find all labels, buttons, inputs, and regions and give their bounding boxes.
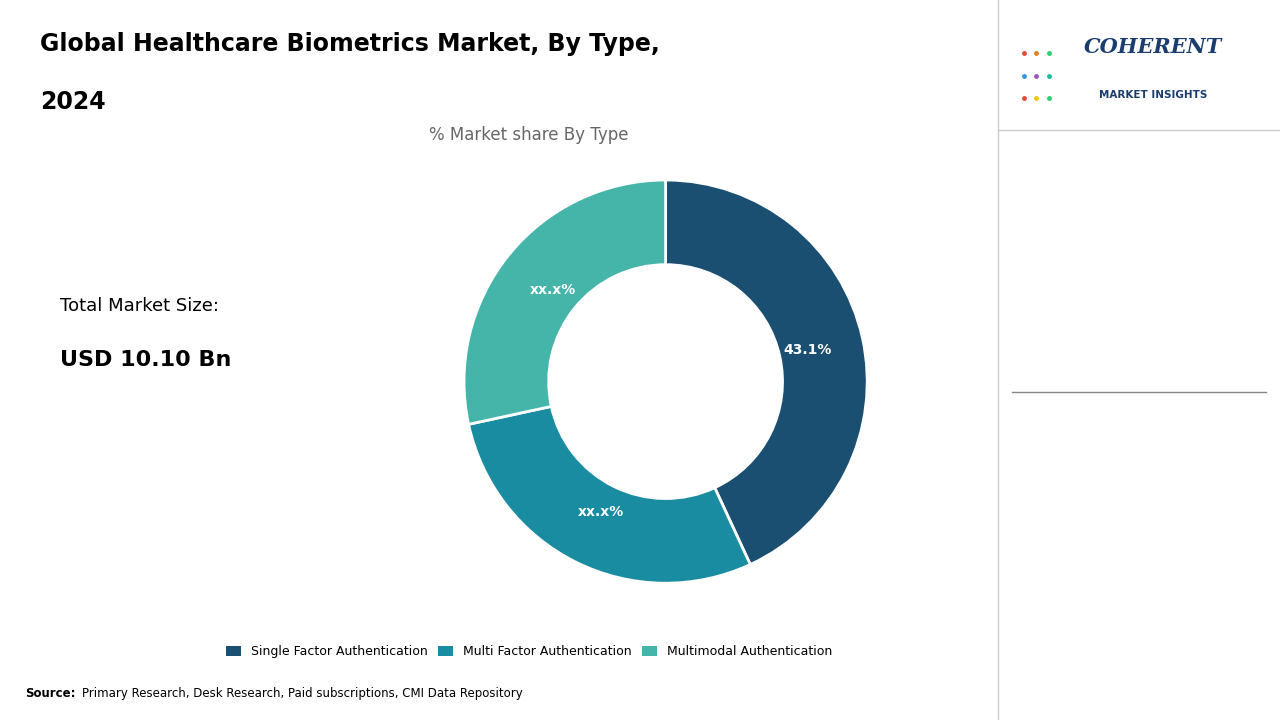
Text: Total Market Size:: Total Market Size: [60, 297, 219, 315]
Text: Biometrics: Biometrics [1021, 541, 1147, 566]
Text: Authentication: Authentication [1021, 258, 1125, 271]
Text: Single Factor: Single Factor [1021, 225, 1112, 238]
Text: Primary Research, Desk Research, Paid subscriptions, CMI Data Repository: Primary Research, Desk Research, Paid su… [82, 687, 522, 700]
Text: Global: Global [1021, 423, 1096, 448]
Text: % Market share By Type: % Market share By Type [429, 126, 628, 144]
Legend: Single Factor Authentication, Multi Factor Authentication, Multimodal Authentica: Single Factor Authentication, Multi Fact… [221, 640, 837, 663]
Text: Global Healthcare Biometrics Market, By Type,: Global Healthcare Biometrics Market, By … [40, 32, 659, 56]
Text: xx.x%: xx.x% [530, 284, 576, 297]
Text: 2024: 2024 [40, 90, 105, 114]
Text: xx.x%: xx.x% [577, 505, 625, 518]
Wedge shape [465, 180, 666, 424]
Text: COHERENT: COHERENT [1084, 37, 1222, 57]
Text: MARKET INSIGHTS: MARKET INSIGHTS [1100, 90, 1207, 100]
Wedge shape [666, 180, 867, 564]
FancyBboxPatch shape [998, 0, 1280, 130]
Text: 43.1%: 43.1% [1021, 165, 1156, 202]
Text: 43.1%: 43.1% [783, 343, 832, 357]
Text: Market: Market [1021, 600, 1102, 625]
Wedge shape [468, 406, 750, 583]
Text: Type -: Type - [1021, 292, 1062, 305]
Text: USD 10.10 Bn: USD 10.10 Bn [60, 350, 232, 370]
Text: Revenue Share, 2024: Revenue Share, 2024 [1021, 358, 1156, 371]
Text: Healthcare: Healthcare [1021, 482, 1149, 507]
Text: Source:: Source: [26, 687, 76, 700]
Text: Estimated Market: Estimated Market [1021, 325, 1132, 338]
